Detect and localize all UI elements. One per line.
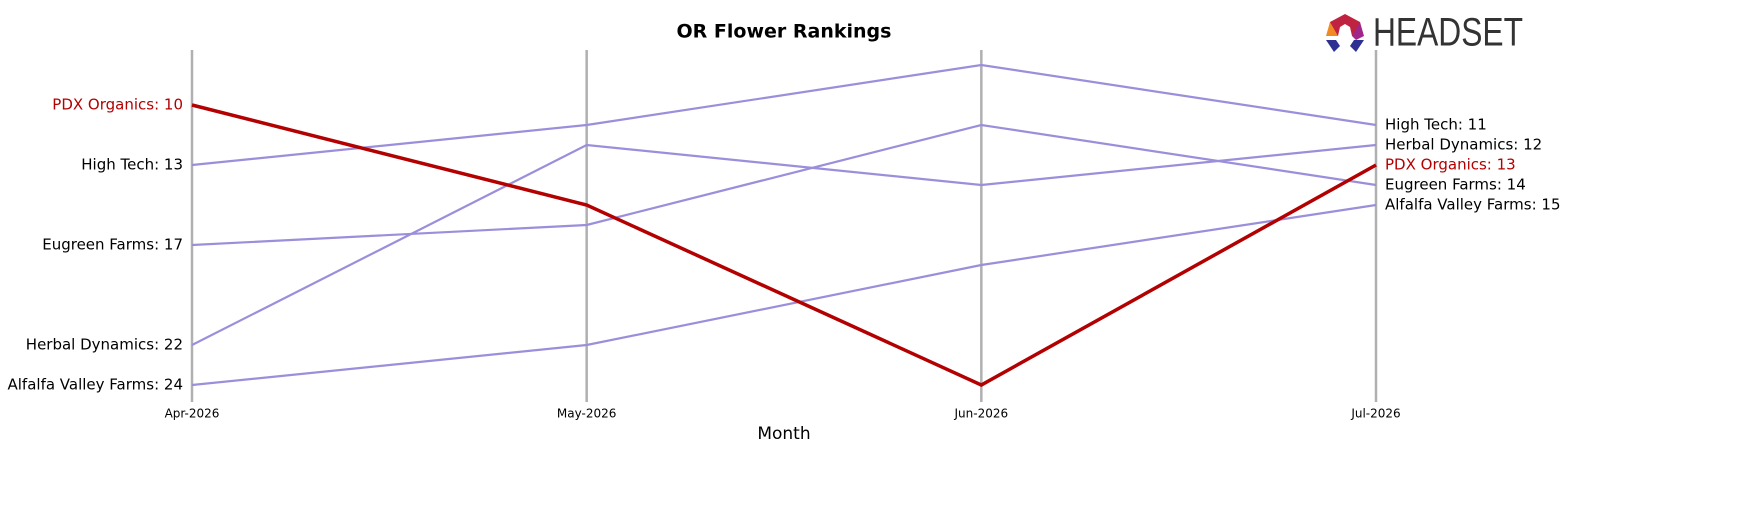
logo: HEADSET [1326, 11, 1523, 55]
logo-mark [1326, 22, 1338, 36]
end-label: Herbal Dynamics: 12 [1385, 136, 1542, 154]
series-line [191, 103, 1377, 387]
series-line [191, 63, 1377, 167]
x-tick-label: Jul-2026 [1350, 407, 1400, 421]
x-tick-label: Jun-2026 [954, 407, 1009, 421]
logo-mark [1326, 40, 1340, 52]
start-label: Eugreen Farms: 17 [42, 236, 183, 254]
start-label: PDX Organics: 10 [52, 96, 183, 114]
logo-mark [1352, 22, 1364, 40]
logo-text: HEADSET [1373, 11, 1523, 55]
start-label: High Tech: 13 [81, 156, 183, 174]
x-tick-label: Apr-2026 [165, 407, 220, 421]
end-label: Alfalfa Valley Farms: 15 [1385, 196, 1561, 214]
series-line [191, 123, 1377, 247]
x-axis-label: Month [757, 424, 810, 444]
series-line [191, 143, 1377, 346]
logo-mark [1350, 40, 1364, 52]
end-label: PDX Organics: 13 [1385, 156, 1516, 174]
start-label: Alfalfa Valley Farms: 24 [8, 376, 184, 394]
series-line [191, 203, 1377, 387]
x-tick-label: May-2026 [557, 407, 616, 421]
chart-title: OR Flower Rankings [677, 21, 892, 43]
end-label: Eugreen Farms: 14 [1385, 176, 1526, 194]
end-label: High Tech: 11 [1385, 116, 1487, 134]
start-label: Herbal Dynamics: 22 [26, 336, 183, 354]
logo-mark [1328, 14, 1362, 36]
